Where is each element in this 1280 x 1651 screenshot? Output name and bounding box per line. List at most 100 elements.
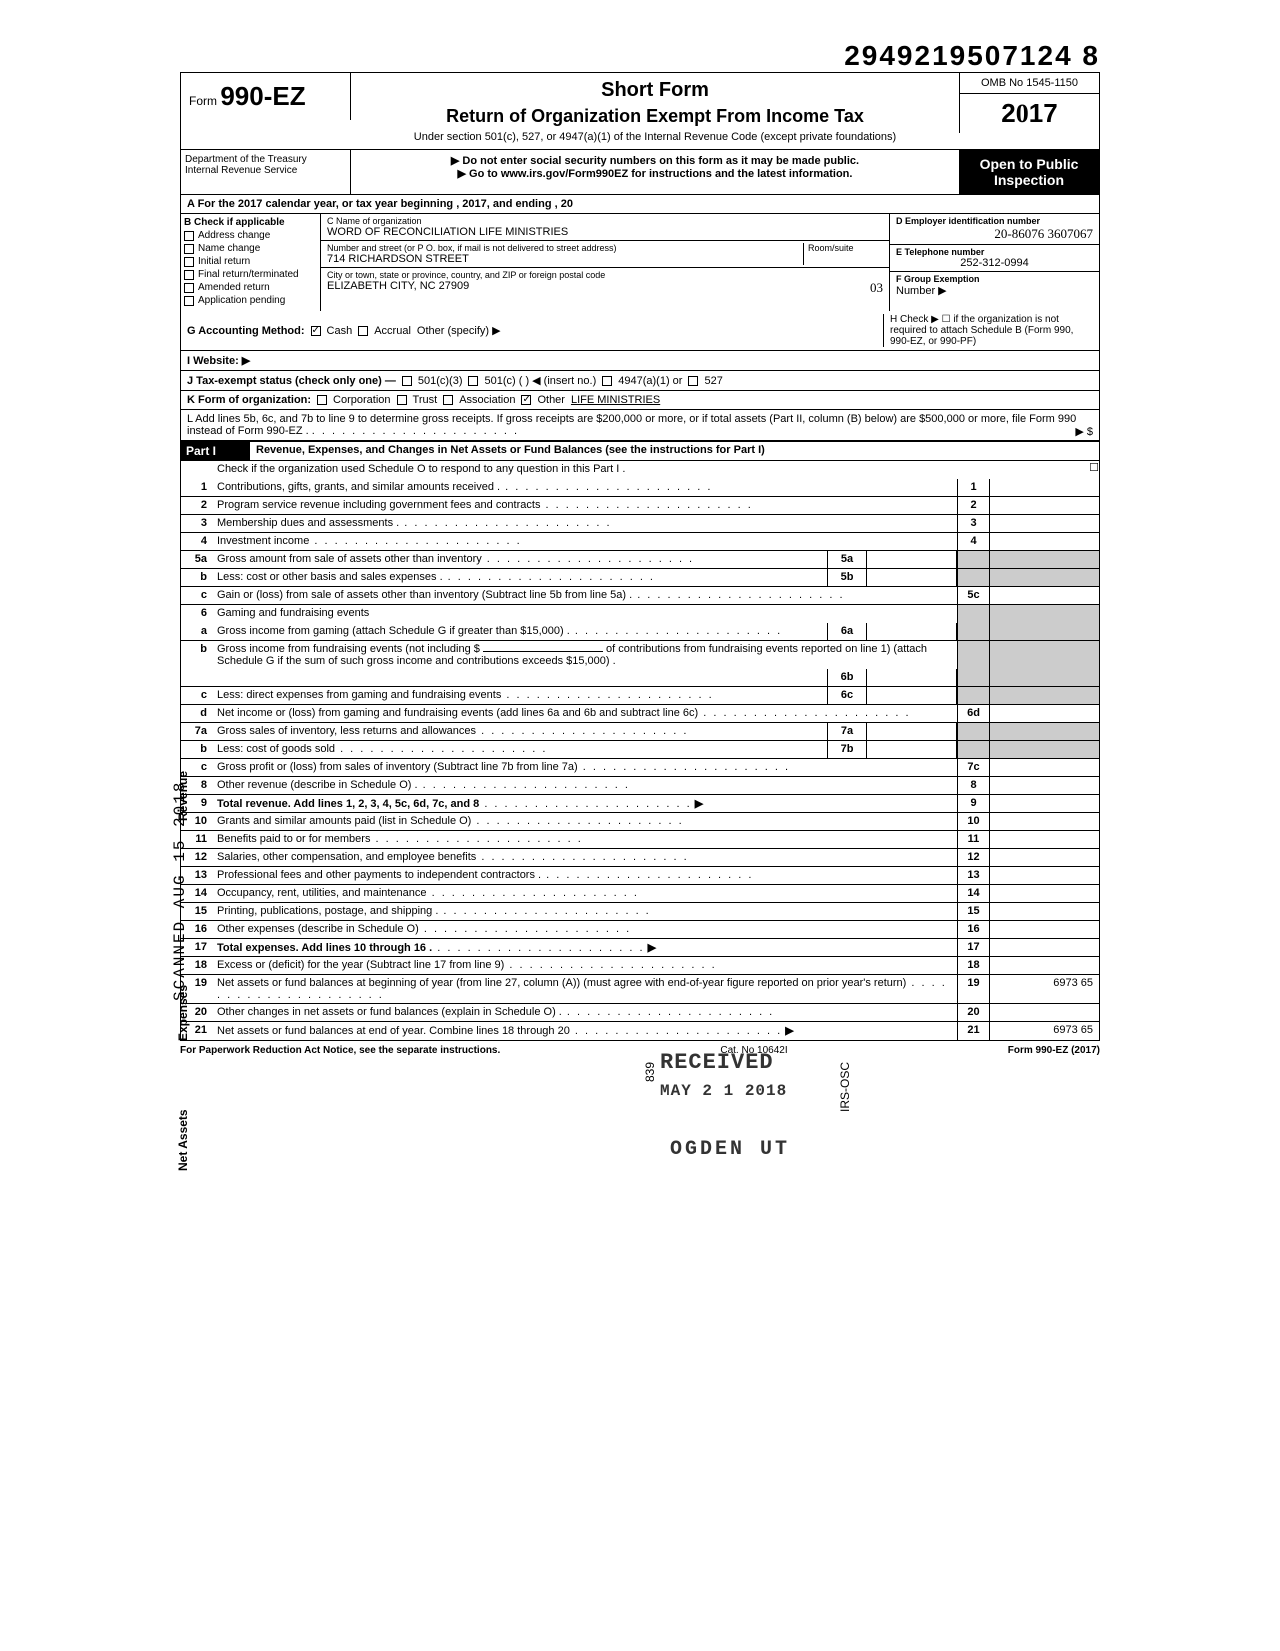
dept-label: Department of the Treasury Internal Reve…: [181, 150, 351, 194]
header-sub3: ▶ Go to www.irs.gov/Form990EZ for instru…: [355, 167, 955, 180]
line-6c: Less: direct expenses from gaming and fu…: [213, 687, 827, 704]
return-title: Return of Organization Exempt From Incom…: [359, 106, 951, 127]
checkbox-4947[interactable]: [602, 376, 612, 386]
handwritten-03: 03: [870, 280, 883, 296]
line-6a: Gross income from gaming (attach Schedul…: [213, 623, 827, 640]
checkbox-final-return[interactable]: [184, 270, 194, 280]
assoc-label: Association: [459, 394, 515, 406]
checkbox-other-org[interactable]: [521, 395, 531, 405]
tax-exempt-label: J Tax-exempt status (check only one) —: [187, 375, 396, 387]
form-name-cell: Form 990-EZ: [181, 73, 351, 120]
line-5b: Less: cost or other basis and sales expe…: [213, 569, 827, 586]
trust-label: Trust: [413, 394, 438, 406]
corp-label: Corporation: [333, 394, 390, 406]
value-19: 6973 65: [989, 975, 1099, 1003]
line-16: Other expenses (describe in Schedule O): [213, 921, 957, 938]
line-1: Contributions, gifts, grants, and simila…: [213, 479, 957, 496]
line-3: Membership dues and assessments .: [213, 515, 957, 532]
checkbox-address-change[interactable]: [184, 231, 194, 241]
checkbox-accrual[interactable]: [358, 326, 368, 336]
form-of-org-label: K Form of organization:: [187, 394, 311, 406]
cash-label: Cash: [327, 325, 353, 337]
col-b-title: B Check if applicable: [184, 217, 317, 228]
line-15: Printing, publications, postage, and shi…: [213, 903, 957, 920]
checkbox-initial-return[interactable]: [184, 257, 194, 267]
cb-label: Amended return: [198, 282, 270, 293]
line-5c: Gain or (loss) from sale of assets other…: [213, 587, 957, 604]
short-form-title: Short Form: [359, 79, 951, 102]
4947-label: 4947(a)(1) or: [618, 375, 682, 387]
ein-value: 20-86076 3607067: [896, 226, 1093, 242]
501c3-label: 501(c)(3): [418, 375, 463, 387]
checkbox-corp[interactable]: [317, 395, 327, 405]
line-14: Occupancy, rent, utilities, and maintena…: [213, 885, 957, 902]
checkbox-pending[interactable]: [184, 296, 194, 306]
phone-label: E Telephone number: [896, 247, 1093, 257]
line-6d: Net income or (loss) from gaming and fun…: [213, 705, 957, 722]
line-11: Benefits paid to or for members: [213, 831, 957, 848]
document-locator-number: 2949219507124 8: [180, 40, 1100, 72]
cb-label: Application pending: [198, 295, 285, 306]
line-18: Excess or (deficit) for the year (Subtra…: [213, 957, 957, 974]
form-prefix: Form: [189, 94, 217, 108]
stamp-date: MAY 2 1 2018: [660, 1082, 787, 1100]
accrual-label: Accrual: [374, 325, 411, 337]
checkbox-cash[interactable]: [311, 326, 321, 336]
checkbox-trust[interactable]: [397, 395, 407, 405]
other-org-value: LIFE MINISTRIES: [571, 394, 660, 406]
group-exempt-label: F Group Exemption: [896, 274, 1093, 284]
other-org-label: Other: [537, 394, 565, 406]
line-2: Program service revenue including govern…: [213, 497, 957, 514]
org-name-value: WORD OF RECONCILIATION LIFE MINISTRIES: [327, 226, 883, 238]
line-12: Salaries, other compensation, and employ…: [213, 849, 957, 866]
col-b-checkboxes: B Check if applicable Address change Nam…: [181, 214, 321, 311]
part1-title: Revenue, Expenses, and Changes in Net As…: [250, 441, 1100, 461]
ein-label: D Employer identification number: [896, 216, 1093, 226]
cb-label: Initial return: [198, 256, 250, 267]
group-exempt-value: Number ▶: [896, 284, 1093, 297]
line-17: Total expenses. Add lines 10 through 16 …: [217, 942, 432, 954]
checkbox-527[interactable]: [688, 376, 698, 386]
line-21: Net assets or fund balances at end of ye…: [217, 1025, 570, 1037]
checkbox-name-change[interactable]: [184, 244, 194, 254]
form-header: Form 990-EZ Short Form Return of Organiz…: [180, 72, 1100, 150]
footer-left: For Paperwork Reduction Act Notice, see …: [180, 1045, 500, 1056]
cb-label: Final return/terminated: [198, 269, 299, 280]
received-stamp: RECEIVED: [660, 1050, 774, 1075]
open-to-public: Open to Public Inspection: [959, 150, 1099, 194]
line-6: Gaming and fundraising events: [213, 605, 957, 623]
501c-label: 501(c) ( ) ◀ (insert no.): [484, 374, 596, 387]
checkbox-501c3[interactable]: [402, 376, 412, 386]
row-h-text: H Check ▶ ☐ if the organization is not r…: [883, 314, 1093, 347]
room-label: Room/suite: [803, 243, 883, 265]
website-row: I Website: ▶: [187, 354, 250, 367]
stamp-ogden: OGDEN UT: [670, 1138, 790, 1161]
stamp-irs-osc: IRS-OSC: [838, 1062, 852, 1112]
city-value: ELIZABETH CITY, NC 27909: [327, 280, 469, 296]
line-5a: Gross amount from sale of assets other t…: [213, 551, 827, 568]
side-net-assets: Net Assets: [176, 1109, 190, 1171]
part1-number: Part I: [180, 441, 250, 461]
header-sub2: ▶ Do not enter social security numbers o…: [355, 154, 955, 167]
omb-number: OMB No 1545-1150: [960, 73, 1099, 94]
row-l-arrow: ▶ $: [1075, 425, 1093, 438]
line-8: Other revenue (describe in Schedule O) .: [213, 777, 957, 794]
cb-label: Name change: [198, 243, 260, 254]
addr-value: 714 RICHARDSON STREET: [327, 253, 803, 265]
tax-year: 2017: [960, 94, 1099, 133]
checkbox-assoc[interactable]: [443, 395, 453, 405]
checkbox-amended[interactable]: [184, 283, 194, 293]
stamp-839: 839: [643, 1062, 657, 1082]
line-10: Grants and similar amounts paid (list in…: [213, 813, 957, 830]
city-label: City or town, state or province, country…: [327, 270, 883, 280]
header-sub1: Under section 501(c), 527, or 4947(a)(1)…: [359, 131, 951, 143]
527-label: 527: [704, 375, 722, 387]
line-20: Other changes in net assets or fund bala…: [213, 1004, 957, 1021]
other-specify-label: Other (specify) ▶: [417, 324, 501, 337]
footer-right: Form 990-EZ (2017): [1008, 1045, 1100, 1056]
line-9: Total revenue. Add lines 1, 2, 3, 4, 5c,…: [217, 798, 479, 810]
checkbox-501c[interactable]: [468, 376, 478, 386]
row-a-tax-year: A For the 2017 calendar year, or tax yea…: [180, 195, 1100, 214]
value-21: 6973 65: [989, 1022, 1099, 1040]
org-name-label: C Name of organization: [327, 216, 883, 226]
